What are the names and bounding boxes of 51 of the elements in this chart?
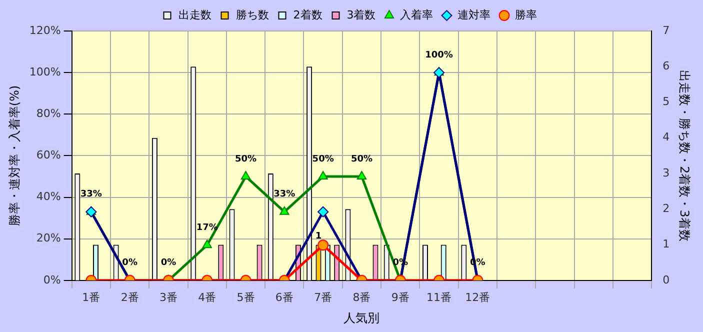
data-label: 50% (312, 154, 334, 164)
legend-label: 3着数 (346, 8, 376, 22)
y-tick-label: 120% (29, 24, 61, 37)
legend-label: 2着数 (293, 8, 322, 22)
x-tick-label: 12番 (465, 290, 490, 304)
data-label: 100% (425, 50, 453, 60)
data-label: 33% (80, 190, 102, 200)
x-tick-label: 11番 (426, 290, 452, 304)
x-tick-label: 1番 (82, 290, 100, 304)
point (356, 170, 367, 180)
y-tick-label: 100% (29, 65, 61, 78)
x-tick-label: 5番 (236, 290, 255, 304)
legend-label: 入着率 (400, 8, 434, 22)
y-tick-label: 40% (36, 190, 61, 204)
x-tick-label: 3番 (159, 290, 178, 304)
data-label: 33% (274, 190, 296, 200)
y2-tick-label: 5 (662, 95, 670, 108)
y2-tick-label: 4 (662, 130, 670, 144)
y2-tick-label: 3 (662, 166, 670, 180)
y2-axis-title: 出走数・勝ち数・2着数・3着数 (678, 70, 692, 242)
y-tick-label: 80% (36, 106, 61, 120)
point (240, 170, 251, 180)
point (434, 67, 445, 78)
legend-label: 連対率 (458, 8, 491, 22)
x-axis-title: 人気別 (344, 310, 380, 325)
y-axis-title: 勝率・連対率・入着率(%) (7, 85, 22, 226)
legend-label: 勝率 (515, 8, 538, 22)
point (202, 240, 212, 248)
x-tick-label: 4番 (198, 290, 216, 304)
point (280, 206, 290, 215)
data-label: 50% (350, 154, 372, 164)
x-tick-label: 6番 (275, 290, 294, 304)
data-label: 50% (235, 154, 257, 164)
x-tick-label: 7番 (314, 290, 332, 304)
x-tick-label: 9番 (391, 290, 410, 304)
data-label: 1 (315, 232, 322, 242)
data-label: 0% (122, 258, 138, 268)
y2-tick-label: 2 (662, 202, 670, 215)
x-tick-label: 2番 (120, 290, 139, 304)
x-tick-label: 8番 (352, 290, 371, 304)
legend-label: 出走数 (178, 8, 212, 22)
y-tick-label: 60% (36, 148, 61, 162)
y2-tick-label: 6 (662, 59, 670, 72)
y2-tick-label: 7 (662, 24, 670, 37)
y-tick-label: 20% (36, 232, 61, 245)
y2-tick-label: 1 (662, 238, 670, 251)
y-tick-label: 0% (43, 273, 61, 286)
point (318, 170, 328, 180)
y2-tick-label: 0 (662, 273, 670, 286)
data-label: 0% (160, 258, 176, 268)
legend-label: 勝ち数 (236, 8, 269, 22)
